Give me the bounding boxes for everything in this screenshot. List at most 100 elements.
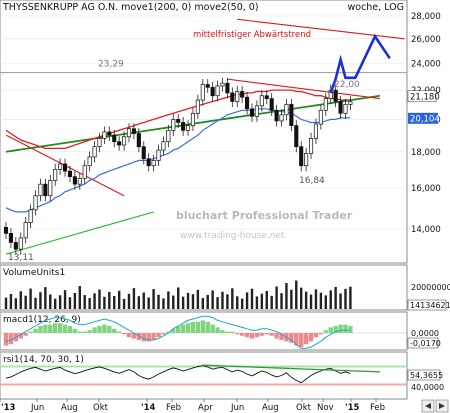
macd-bar — [323, 330, 328, 333]
volume-bar — [127, 293, 131, 309]
candle — [92, 141, 97, 163]
candle — [166, 124, 171, 148]
macd-bar — [8, 333, 14, 345]
volume-last-value: 14134621 — [410, 301, 450, 310]
volume-bar — [226, 294, 229, 309]
volume-bar — [93, 293, 96, 309]
macd-bar — [210, 324, 215, 333]
rsi-panel-frame — [0, 351, 408, 400]
rsi-panel: rsi1(14, 70, 30, 1) 54,3655 40,0000 — [0, 351, 444, 400]
macd-bar — [294, 333, 299, 346]
macd-bar — [82, 331, 87, 333]
macd-bar — [67, 326, 73, 333]
volume-bar — [270, 295, 273, 309]
macd-bar — [48, 324, 53, 333]
volume-bar — [4, 297, 8, 309]
volume-bar — [54, 298, 57, 309]
y-tick-label: 16,000 — [411, 184, 441, 194]
volume-bar — [29, 288, 32, 309]
macd-bar — [190, 321, 196, 333]
candle — [38, 178, 43, 202]
volume-bar — [206, 294, 209, 309]
macd-bar — [225, 331, 230, 333]
candle — [313, 118, 319, 144]
candle — [181, 117, 186, 136]
macd-bar — [57, 323, 63, 333]
macd-bar — [43, 324, 48, 333]
rsi-axis-tick: 40,0000 — [411, 383, 444, 392]
macd-bar — [102, 324, 107, 333]
macd-bar — [171, 328, 176, 333]
x-tick-label: '13 — [1, 403, 16, 413]
volume-bar — [117, 290, 121, 309]
macd-bar — [249, 333, 255, 339]
ma50-value: 20,104 — [410, 114, 440, 124]
candle — [33, 190, 38, 216]
candle — [333, 84, 338, 108]
watermark-brand: bluchart Professional Trader — [176, 209, 353, 222]
candle — [249, 103, 255, 122]
macd-bar — [33, 328, 38, 333]
volume-bar — [231, 288, 234, 309]
watermark-url: www.trading-house.net — [180, 231, 285, 241]
arrow-right-icon — [439, 403, 445, 409]
candle — [348, 96, 353, 110]
candle — [126, 123, 132, 143]
volume-bar — [14, 298, 18, 309]
macd-bar — [146, 333, 151, 342]
macd-bar — [18, 333, 23, 339]
macd-bar — [235, 333, 240, 335]
rsi-overbought-band — [0, 365, 407, 368]
candle — [43, 178, 48, 202]
x-tick-label: Jun — [30, 403, 44, 413]
zoom-controls[interactable] — [421, 399, 449, 413]
macd-bar — [180, 324, 186, 333]
macd-bar — [136, 333, 142, 340]
candle — [220, 77, 225, 92]
macd-bar — [185, 323, 191, 333]
candle — [117, 136, 122, 151]
x-tick-label: Feb — [166, 403, 181, 413]
value-label-recent-high: 22,00 — [334, 80, 360, 90]
volume-panel: VolumeUnits1 20000000 14134621 — [0, 264, 450, 311]
macd-bar — [38, 326, 43, 333]
period-label: woche, LOG — [347, 2, 404, 13]
macd-title: macd1(12, 26, 9) — [3, 315, 81, 325]
value-label-high: 23,29 — [98, 60, 124, 70]
candle — [141, 141, 146, 165]
volume-bar — [304, 291, 308, 309]
macd-bar — [338, 324, 343, 333]
candle — [112, 129, 117, 148]
volume-bar — [88, 298, 91, 309]
volume-bar — [339, 293, 342, 309]
macd-bar — [126, 333, 132, 338]
x-tick-label: Okt — [93, 403, 109, 413]
rsi-last-tag — [407, 369, 441, 381]
volume-bar — [250, 288, 254, 309]
macd-bar — [116, 331, 122, 333]
volume-bar — [290, 289, 293, 309]
value-label-low: 16,84 — [299, 176, 325, 186]
volume-bar — [137, 296, 141, 309]
candle — [3, 221, 9, 240]
candle — [48, 174, 53, 202]
volume-bar — [167, 291, 170, 309]
macd-bar — [200, 320, 205, 333]
volume-bars — [4, 280, 352, 309]
candle — [156, 144, 161, 167]
candle — [284, 98, 289, 121]
candle — [308, 132, 314, 160]
volume-bar — [201, 298, 204, 309]
macd-bar — [318, 333, 324, 335]
macd-bar — [121, 333, 127, 335]
y-tick-label: 26,000 — [411, 35, 441, 45]
volume-bar — [78, 286, 81, 309]
candle — [136, 128, 141, 153]
price-grid — [0, 15, 407, 230]
volume-bar — [309, 294, 313, 309]
candle — [82, 160, 87, 185]
candle — [87, 151, 92, 172]
macd-last-value: -0,0170 — [410, 339, 441, 348]
candle — [338, 96, 343, 119]
volume-bar — [68, 297, 72, 309]
